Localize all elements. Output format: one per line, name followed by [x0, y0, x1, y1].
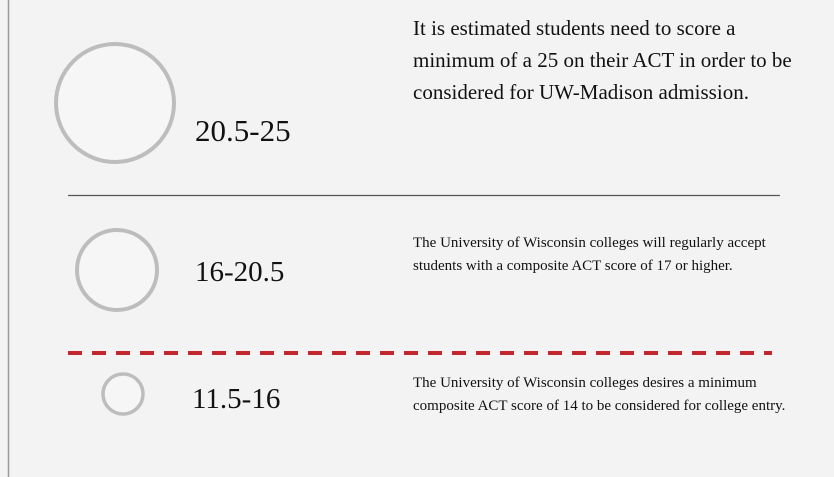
- description: The University of Wisconsin colleges des…: [413, 375, 786, 414]
- circle-large: [54, 42, 176, 164]
- circle-medium: [75, 228, 159, 312]
- description: The University of Wisconsin colleges wil…: [413, 235, 766, 274]
- range-label: 16-20.5: [195, 256, 285, 288]
- description: It is estimated students need to score a…: [413, 16, 792, 104]
- range-label: 20.5-25: [195, 113, 291, 148]
- range-label: 11.5-16: [192, 383, 281, 415]
- circle-small: [101, 372, 145, 416]
